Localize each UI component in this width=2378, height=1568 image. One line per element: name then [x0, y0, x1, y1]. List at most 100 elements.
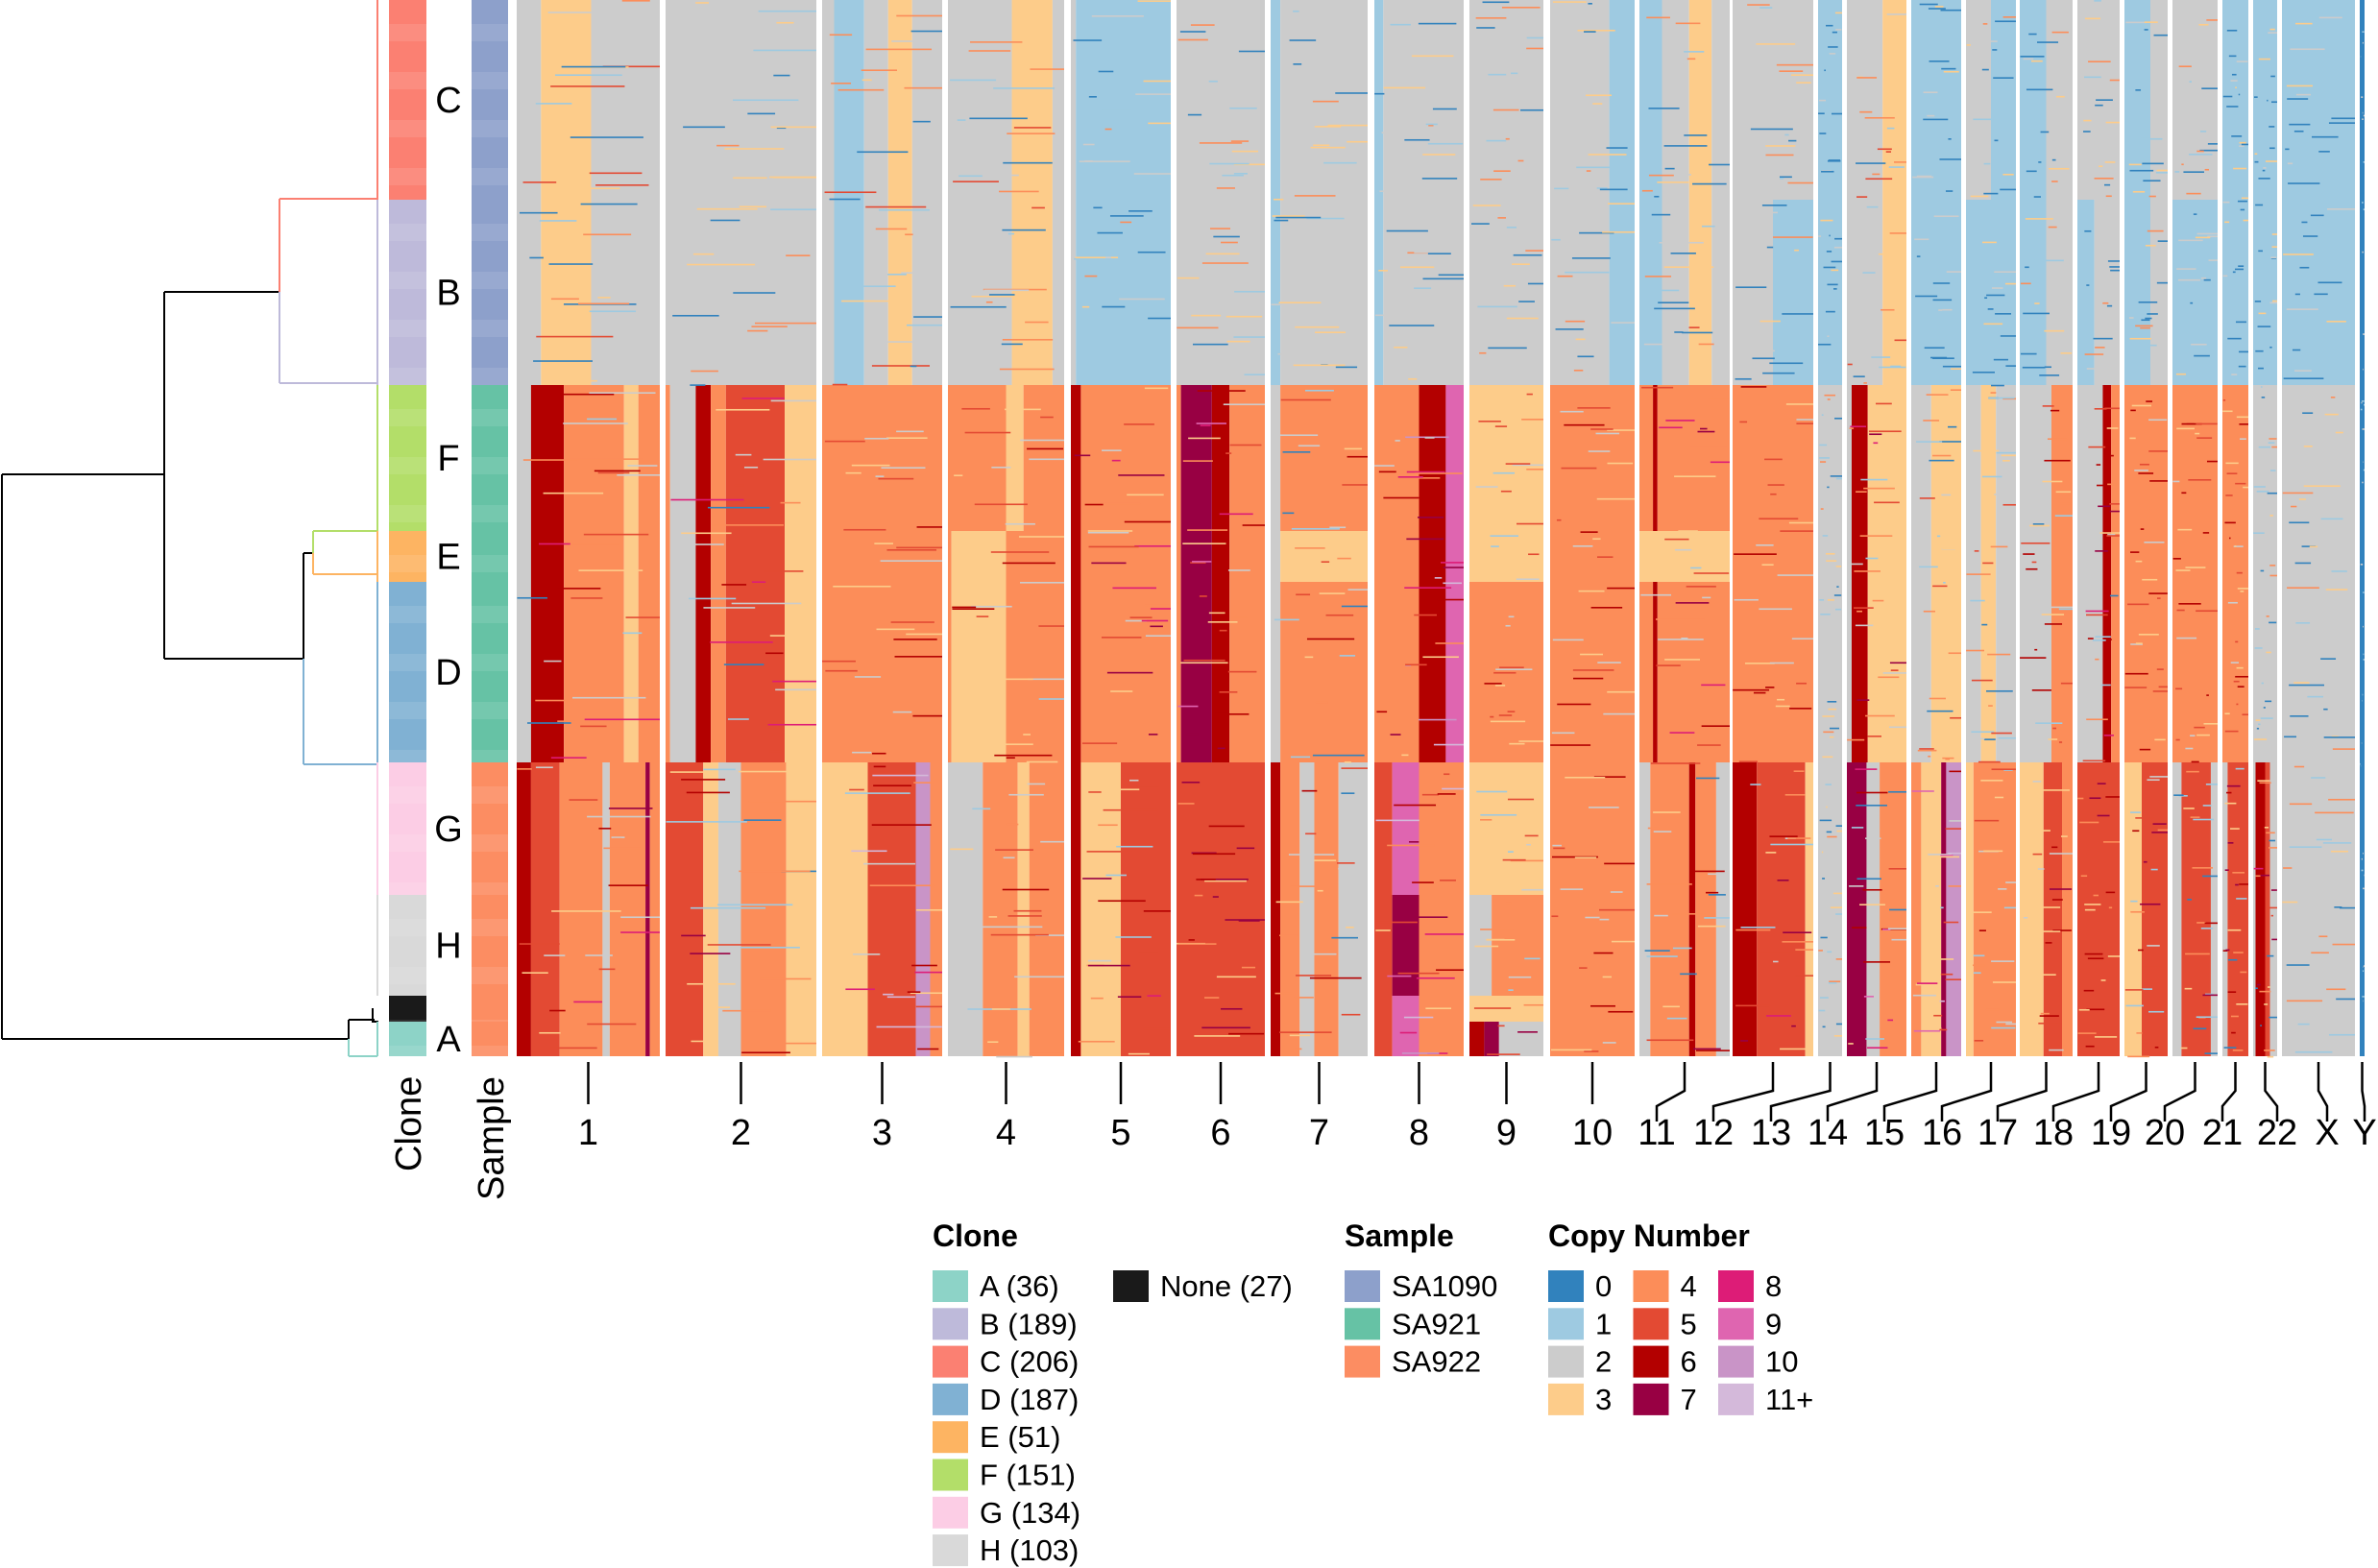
heatmap-cell [703, 768, 736, 771]
heatmap-cell [1790, 74, 1813, 76]
heatmap-segment-chr16-clone-A [1973, 1022, 2016, 1056]
heatmap-segment-chr16-clone-F [1966, 385, 1981, 531]
heatmap-cell [1936, 535, 1941, 538]
heatmap-cell [703, 607, 756, 609]
heatmap-cell [2026, 1052, 2042, 1055]
heatmap-cell [535, 699, 574, 702]
heatmap-cell [549, 1047, 597, 1049]
heatmap-cell [1336, 862, 1355, 864]
heatmap-cell [557, 720, 575, 722]
heatmap-cell [910, 992, 942, 995]
heatmap-cell [1928, 1027, 1942, 1029]
heatmap-cell [1832, 31, 1837, 34]
heatmap-cell [1923, 118, 1949, 121]
heatmap-cell [894, 656, 942, 658]
heatmap-cell [2085, 1045, 2095, 1048]
heatmap-cell [1869, 433, 1882, 436]
heatmap-cell [2177, 528, 2193, 531]
heatmap-cell [1932, 299, 1953, 302]
heatmap-segment-chrY-clone-A [2360, 1022, 2365, 1056]
heatmap-segment-chr12-clone-H [1757, 895, 1806, 996]
heatmap-cell [2195, 432, 2200, 435]
heatmap-cell [2021, 988, 2039, 991]
heatmap-cell [1238, 920, 1260, 922]
heatmap-cell [1916, 175, 1932, 178]
heatmap-cell [2023, 58, 2034, 60]
heatmap-segment-chr19-clone-A [2142, 1022, 2168, 1056]
heatmap-cell [584, 718, 660, 721]
heatmap-segment-chr17-clone-D [2051, 582, 2073, 762]
heatmap-cell [2141, 319, 2150, 322]
heatmap-cell [755, 322, 816, 325]
heatmap-cell [1674, 475, 1716, 477]
heatmap-cell [1557, 275, 1573, 277]
heatmap-cell [2363, 265, 2365, 267]
heatmap-segment-chr9-clone-C [1469, 0, 1543, 200]
heatmap-segment-chr19-clone-B [2150, 200, 2168, 385]
heatmap-segment-chr19-clone-C [2124, 0, 2150, 200]
heatmap-cell [1119, 298, 1165, 301]
heatmap-cell [2362, 125, 2364, 127]
heatmap-cell [1823, 266, 1836, 269]
heatmap-cell [891, 40, 915, 42]
heatmap-cell [2040, 131, 2050, 133]
heatmap-segment-chrX-clone-E [2282, 531, 2355, 582]
heatmap-cell [1510, 859, 1543, 862]
heatmap-cell [1490, 715, 1494, 718]
heatmap-cell [1413, 199, 1423, 201]
sample-bar-band [472, 168, 508, 185]
heatmap-segment-chr2-clone-F [669, 385, 696, 531]
heatmap-cell [1329, 526, 1347, 529]
heatmap-cell [1025, 321, 1049, 324]
heatmap-segment-chr14-clone-B [1847, 200, 1883, 385]
heatmap-cell [1761, 205, 1787, 206]
chromosome-label: 12 [1693, 1113, 1734, 1153]
heatmap-cell [1888, 166, 1905, 168]
heatmap-cell [2225, 462, 2239, 465]
heatmap-cell [2058, 608, 2073, 611]
heatmap-cell [829, 198, 861, 201]
heatmap-segment-chr9-clone-E [1469, 531, 1543, 582]
heatmap-cell [2172, 558, 2181, 560]
heatmap-cell [1277, 352, 1323, 355]
heatmap-segment-chr4-clone-E [951, 531, 1007, 582]
heatmap-cell [2060, 682, 2073, 685]
heatmap-segment-chr10-clone-H [1550, 895, 1635, 996]
heatmap-cell [1238, 50, 1265, 53]
heatmap-cell [1561, 467, 1597, 470]
heatmap-cell [2361, 857, 2363, 860]
heatmap-cell [996, 1055, 1032, 1058]
heatmap-cell [2128, 163, 2142, 166]
heatmap-cell [1784, 133, 1789, 136]
heatmap-cell [2041, 614, 2065, 615]
heatmap-cell [2261, 397, 2266, 398]
heatmap-cell [567, 543, 620, 545]
heatmap-cell [2258, 250, 2263, 253]
heatmap-segment-chr12-clone-G [1733, 762, 1758, 895]
heatmap-cell [569, 799, 598, 801]
heatmap-cell [2292, 349, 2301, 351]
heatmap-cell [873, 765, 886, 768]
heatmap-cell [1143, 910, 1171, 912]
heatmap-cell [535, 103, 572, 105]
heatmap-cell [1293, 63, 1302, 65]
heatmap-segment-chr14-clone-D [1851, 582, 1868, 762]
heatmap-cell [2190, 816, 2200, 818]
heatmap-segment-chr8-clone-F [1374, 385, 1420, 531]
heatmap-cell [2315, 811, 2354, 814]
heatmap-cell [2101, 218, 2120, 220]
heatmap-cell [2183, 808, 2195, 809]
heatmap-cell [2287, 162, 2293, 165]
heatmap-cell [570, 379, 597, 382]
heatmap-cell [1848, 1043, 1854, 1045]
heatmap-cell [1344, 447, 1362, 450]
heatmap-cell [2295, 93, 2312, 96]
heatmap-cell [1759, 952, 1803, 953]
heatmap-segment-chr20-clone-None [2172, 996, 2182, 1022]
heatmap-cell [833, 585, 891, 588]
heatmap-cell [1653, 289, 1680, 292]
heatmap-cell [2154, 1046, 2159, 1049]
heatmap-cell [1863, 487, 1895, 490]
heatmap-segment-chr2-clone-E [695, 531, 712, 582]
sample-annotation-bar [472, 0, 508, 1056]
